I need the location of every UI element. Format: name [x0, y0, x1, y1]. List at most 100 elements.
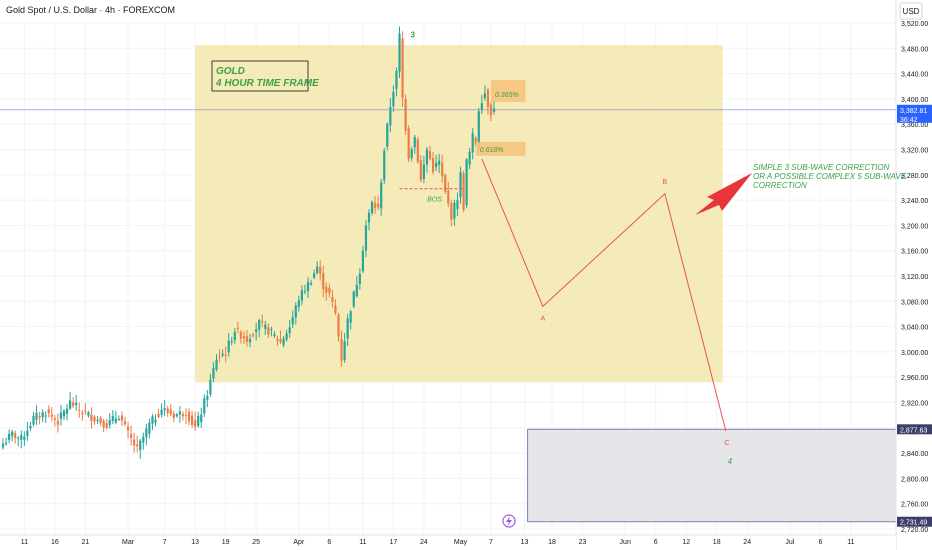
lightning-glyph-icon — [506, 516, 512, 527]
time-tick-label: 17 — [390, 539, 398, 546]
candle-body — [130, 434, 133, 438]
candle-body — [361, 250, 364, 272]
candle-body — [212, 367, 215, 379]
fib-upper-label: 0.365% — [495, 92, 519, 99]
candle-body — [367, 212, 371, 223]
current-price-tag-text-1: 36:42 — [900, 117, 918, 124]
candle-body — [172, 413, 175, 419]
note-line2: OR A POSSIBLE COMPLEX 5 SUB-WAVE — [753, 172, 907, 181]
candle-body — [20, 435, 23, 440]
wave-label-c: C — [724, 440, 729, 447]
candle-body — [346, 318, 349, 339]
candle-body — [194, 420, 197, 427]
candle-body — [84, 410, 87, 412]
currency-button[interactable]: USD — [903, 7, 920, 16]
candle-body — [233, 332, 236, 340]
candle-body — [352, 291, 355, 307]
candle-body — [364, 225, 368, 251]
candle-body — [389, 106, 392, 126]
analysis-zone — [195, 45, 723, 383]
candle-body — [441, 162, 444, 177]
price-tick-label: 3,320.00 — [901, 148, 928, 155]
candle-body — [8, 433, 11, 440]
upper-level-tag-bg — [897, 424, 932, 435]
candle-body — [157, 413, 160, 418]
candle-body — [422, 164, 425, 179]
candle-body — [438, 160, 441, 165]
price-tick-label: 3,280.00 — [901, 173, 928, 180]
time-tick-label: 19 — [222, 539, 230, 546]
candle-body — [444, 174, 447, 192]
candle-body — [349, 311, 352, 323]
candle-body — [62, 410, 66, 417]
candle-body — [291, 316, 294, 325]
price-tick-label: 3,520.00 — [901, 21, 928, 28]
candle-body — [236, 327, 239, 329]
price-tick-label: 3,240.00 — [901, 198, 928, 205]
candle-body — [392, 91, 395, 107]
candle-body — [117, 418, 120, 420]
candle-body — [480, 103, 483, 111]
candle-body — [404, 99, 407, 131]
candle-body — [316, 266, 319, 274]
candle-body — [142, 436, 145, 443]
current-price-tag-bg — [897, 104, 932, 123]
candle-body — [450, 203, 453, 220]
candle-body — [395, 70, 398, 90]
time-tick-label: 13 — [521, 539, 529, 546]
time-tick-label: 16 — [51, 539, 59, 546]
candle-body — [78, 409, 81, 411]
candle-body — [224, 354, 227, 356]
candle-body — [456, 200, 459, 209]
candle-body — [273, 334, 276, 337]
candle-body — [200, 414, 203, 423]
price-tick-label: 2,720.00 — [901, 527, 928, 534]
candle-body — [230, 340, 233, 343]
candle-body — [300, 290, 303, 301]
time-tick-label: May — [454, 539, 468, 546]
candle-body — [197, 415, 200, 426]
candle-body — [309, 282, 313, 285]
candle-body — [181, 414, 185, 417]
note-line3: CORRECTION — [753, 181, 807, 190]
candle-body — [145, 428, 148, 438]
candle-body — [270, 328, 273, 330]
candle-body — [258, 320, 261, 330]
time-axis-bg — [0, 535, 896, 550]
candle-body — [166, 408, 169, 413]
candle-body — [334, 305, 337, 314]
candle-body — [413, 136, 416, 148]
candle-body — [355, 285, 358, 297]
candle-body — [303, 291, 307, 293]
candle-body — [99, 418, 102, 424]
candle-body — [14, 433, 17, 439]
candle-body — [358, 273, 361, 285]
candle-body — [44, 415, 47, 417]
candle-body — [374, 203, 377, 208]
time-tick-label: Apr — [293, 539, 305, 546]
price-tick-label: 3,200.00 — [901, 223, 928, 230]
candle-body — [59, 412, 63, 419]
candle-body — [459, 172, 462, 198]
lower-level-tag-bg — [897, 516, 932, 527]
candle-body — [221, 353, 224, 356]
symbol-title[interactable]: Gold Spot / U.S. Dollar · 4h · FOREXCOM — [6, 5, 175, 15]
candle-body — [255, 329, 258, 332]
time-tick-label: 11 — [21, 539, 28, 546]
candle-body — [81, 412, 84, 415]
candle-body — [261, 321, 264, 323]
candle-body — [41, 412, 44, 418]
candle-body — [279, 339, 282, 343]
time-axis: 11 16 21 Mar 7 13 19 25 Apr 6 11 17 24 May 7 13 18 23 Jun 6… — [0, 534, 896, 550]
candle-body — [102, 420, 105, 428]
price-tick-label: 3,480.00 — [901, 46, 928, 53]
time-tick-label: 11 — [847, 539, 854, 546]
candle-body — [178, 411, 181, 415]
candle-body — [87, 412, 90, 416]
candle-body — [123, 421, 127, 425]
candle-body — [75, 402, 78, 406]
candle-body — [1, 443, 5, 448]
candle-body — [380, 182, 383, 209]
candle-body — [477, 111, 480, 144]
